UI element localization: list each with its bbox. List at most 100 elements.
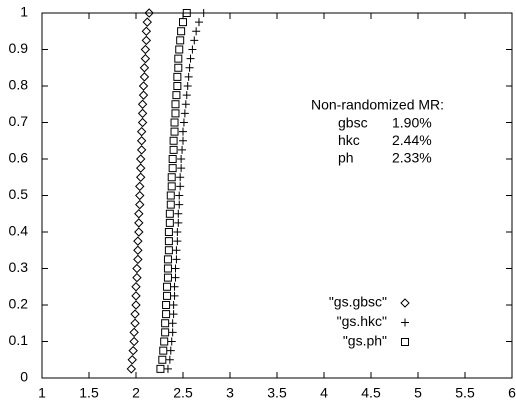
x-tick-label: 5 <box>414 385 422 401</box>
point <box>165 218 174 227</box>
point <box>126 364 137 374</box>
point <box>199 9 208 17</box>
point <box>162 301 171 309</box>
point <box>135 199 145 210</box>
point <box>132 263 142 274</box>
point <box>173 82 182 90</box>
point <box>177 164 186 173</box>
point <box>163 255 172 264</box>
point <box>170 118 179 127</box>
y-tick-label: 0.5 <box>9 186 29 202</box>
point <box>179 136 187 145</box>
legend-symbol <box>400 298 410 308</box>
point <box>167 173 176 182</box>
point <box>168 155 177 163</box>
y-tick-label: 1 <box>20 4 28 20</box>
x-tick-label: 2 <box>132 385 140 401</box>
y-tick-label: 0.9 <box>9 40 29 56</box>
legend-symbol <box>401 338 409 346</box>
legend-symbol <box>401 318 409 327</box>
point <box>184 72 193 81</box>
point <box>162 310 171 319</box>
point <box>134 227 144 237</box>
point <box>132 272 142 283</box>
x-tick-label: 3.5 <box>267 385 287 401</box>
y-tick-label: 0 <box>20 369 28 385</box>
point <box>168 164 177 173</box>
point <box>163 364 172 373</box>
point <box>180 109 189 118</box>
point <box>164 228 173 236</box>
point <box>190 36 199 45</box>
point <box>164 246 173 255</box>
x-tick-label: 4 <box>320 385 328 401</box>
point <box>141 26 152 36</box>
point <box>170 282 179 291</box>
point <box>134 209 144 219</box>
point <box>169 136 178 145</box>
point <box>171 264 180 273</box>
point <box>156 364 165 373</box>
point <box>171 109 180 118</box>
legend-label: "gs.hkc" <box>337 313 387 329</box>
point <box>163 291 172 300</box>
point <box>138 90 149 100</box>
point <box>188 45 197 54</box>
point <box>183 82 192 90</box>
point <box>172 91 181 100</box>
point <box>167 337 176 346</box>
point <box>194 18 203 27</box>
point <box>177 155 186 163</box>
x-tick-label: 5.5 <box>455 385 475 401</box>
plot-frame <box>41 12 513 379</box>
point <box>173 72 182 81</box>
point <box>173 237 182 246</box>
x-tick-label: 3 <box>226 385 234 401</box>
point <box>159 346 168 355</box>
point <box>192 27 201 36</box>
annotation-name: gbsc <box>338 115 368 131</box>
point <box>133 236 143 246</box>
point <box>137 117 148 128</box>
point <box>176 173 185 182</box>
point <box>165 355 174 364</box>
point <box>135 154 146 164</box>
point <box>135 172 146 182</box>
y-tick-label: 0.6 <box>9 150 29 166</box>
point <box>144 8 154 18</box>
point <box>176 36 185 45</box>
point <box>163 273 172 282</box>
point <box>135 163 146 173</box>
point <box>168 328 177 337</box>
point <box>169 145 178 154</box>
legend-label: "gs.gbsc" <box>329 294 387 310</box>
point <box>166 200 175 209</box>
point <box>160 337 169 346</box>
point <box>142 17 152 27</box>
y-tick-label: 0.8 <box>9 77 29 93</box>
point <box>133 254 143 265</box>
point <box>179 127 187 136</box>
y-tick-label: 0.2 <box>9 296 29 312</box>
annotation-value: 2.44% <box>392 132 432 148</box>
point <box>172 246 181 255</box>
point <box>182 91 191 100</box>
point <box>136 136 147 146</box>
point <box>176 182 185 191</box>
point <box>135 190 145 201</box>
point <box>166 346 175 355</box>
annotation-name: hkc <box>338 132 360 148</box>
point <box>178 145 187 154</box>
x-tick-label: 2.5 <box>173 385 193 401</box>
y-tick-label: 0.4 <box>9 223 29 239</box>
point <box>141 35 152 46</box>
point <box>129 327 139 338</box>
point <box>163 282 172 291</box>
point <box>164 237 173 246</box>
point <box>172 255 181 264</box>
point <box>182 9 191 17</box>
point <box>166 191 175 200</box>
annotation-value: 1.90% <box>392 115 432 131</box>
point <box>131 291 141 301</box>
